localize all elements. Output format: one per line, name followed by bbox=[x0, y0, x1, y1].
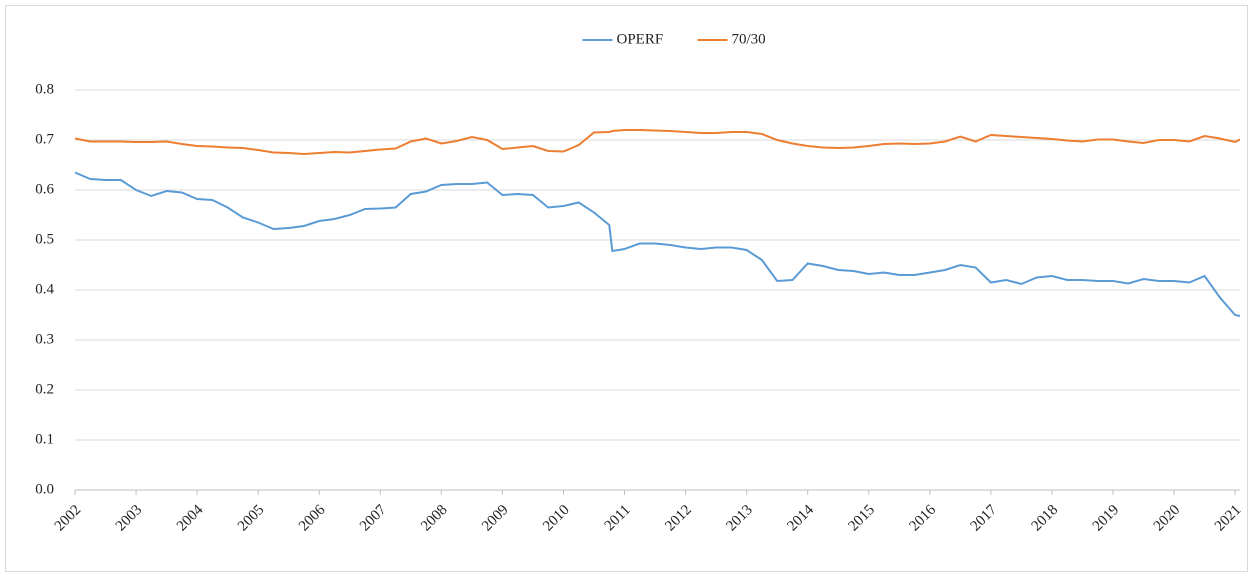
y-tick-label: 0.3 bbox=[35, 331, 54, 347]
y-tick-label: 0.1 bbox=[35, 431, 54, 447]
chart-frame bbox=[5, 5, 1248, 572]
legend-label: 70/30 bbox=[732, 31, 766, 47]
y-tick-label: 0.8 bbox=[35, 81, 54, 97]
y-tick-label: 0.4 bbox=[35, 281, 54, 297]
series-line bbox=[74, 129, 1241, 156]
y-tick-label: 0.7 bbox=[35, 131, 54, 147]
y-tick-label: 0.5 bbox=[35, 231, 54, 247]
series-line bbox=[74, 171, 1241, 317]
y-tick-label: 0.2 bbox=[35, 381, 54, 397]
y-tick-label: 0.0 bbox=[35, 481, 54, 497]
legend-label: OPERF bbox=[617, 31, 664, 47]
y-tick-label: 0.6 bbox=[35, 181, 54, 197]
